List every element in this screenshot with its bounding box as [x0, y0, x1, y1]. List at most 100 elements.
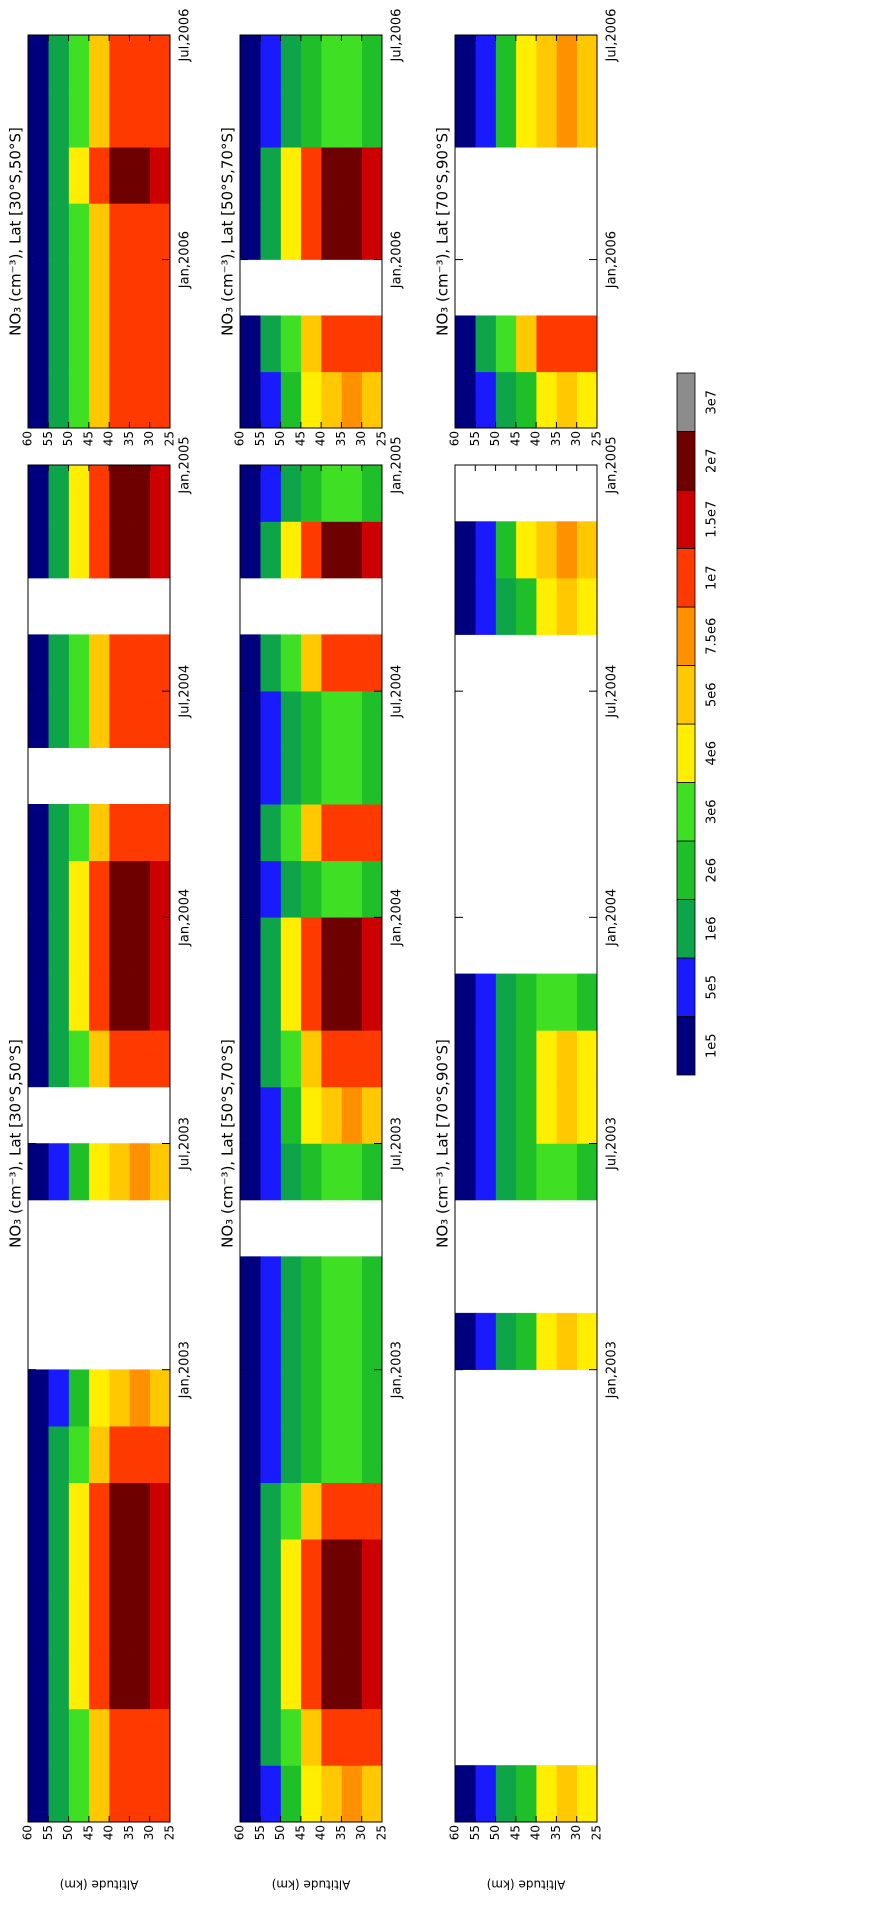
- contour-cell: [515, 1765, 537, 1823]
- contour-cell: [27, 634, 49, 692]
- contour-cell: [576, 371, 598, 429]
- colorbar-box: [676, 957, 696, 1017]
- contour-cell: [149, 34, 171, 92]
- contour-cell: [129, 1652, 150, 1710]
- contour-cell: [88, 634, 110, 692]
- contour-cell: [341, 203, 362, 260]
- contour-cell: [280, 1312, 302, 1370]
- contour-cell: [454, 577, 476, 635]
- contour-cell: [535, 1765, 557, 1823]
- contour-cell: [260, 90, 281, 148]
- contour-cell: [341, 634, 362, 692]
- contour-cell: [535, 1030, 557, 1088]
- contour-cell: [239, 1539, 261, 1597]
- contour-cell: [300, 973, 322, 1031]
- contour-cell: [280, 147, 302, 204]
- contour-cell: [361, 1369, 383, 1427]
- y-tick-label: 25: [590, 1825, 604, 1840]
- x-tick-label: Jan,2003: [605, 1341, 620, 1399]
- contour-cell: [535, 1086, 557, 1144]
- contour-cell: [300, 1539, 322, 1597]
- contour-cell: [320, 315, 342, 373]
- contour-cell: [129, 203, 150, 260]
- contour-cell: [300, 1708, 322, 1766]
- contour-cell: [48, 1482, 69, 1540]
- x-tick-label: Jan,2005: [390, 436, 405, 494]
- contour-cell: [108, 1425, 130, 1483]
- contour-cell: [108, 973, 130, 1031]
- contour-cell: [515, 1143, 537, 1201]
- contour-cell: [300, 634, 322, 692]
- contour-cell: [515, 1312, 537, 1370]
- contour-cell: [88, 315, 110, 373]
- contour-cell: [454, 1143, 476, 1201]
- contour-cell: [280, 747, 302, 805]
- contour-cell: [280, 1369, 302, 1427]
- contour-cell: [88, 90, 110, 148]
- contour-cell: [535, 1143, 557, 1201]
- contour-cell: [48, 1539, 69, 1597]
- contour-cell: [27, 1765, 49, 1823]
- colorbar-box: [676, 723, 696, 783]
- colorbar-box: [676, 899, 696, 959]
- y-tick-label: 45: [508, 431, 522, 446]
- contour-cell: [149, 1539, 171, 1597]
- contour-cell: [300, 690, 322, 748]
- contour-cell: [361, 803, 383, 862]
- contour-cell: [280, 1482, 302, 1540]
- contour-cell: [27, 315, 49, 373]
- contour-cell: [129, 34, 150, 92]
- contour-cell: [280, 1765, 302, 1823]
- rotated-frame: 25 30 35 40 45 50 55 60 Jan,2003 Jul,2003 Jan,2004…: [7, 9, 720, 1892]
- contour-cell: [361, 315, 383, 373]
- contour-cell: [320, 1425, 342, 1483]
- contour-cell: [239, 1312, 261, 1370]
- contour-cell: [239, 147, 261, 204]
- contour-cell: [475, 34, 496, 92]
- y-tick-label: 50: [273, 1825, 287, 1840]
- contour-cell: [108, 315, 130, 373]
- contour-cell: [149, 1595, 171, 1653]
- contour-cell: [280, 1256, 302, 1314]
- contour-cell: [48, 259, 69, 316]
- contour-cell: [129, 521, 150, 579]
- contour-cell: [260, 860, 281, 918]
- contour-cell: [239, 803, 261, 862]
- contour-cell: [535, 577, 557, 635]
- contour-cell: [495, 1086, 517, 1144]
- contour-cell: [454, 973, 476, 1031]
- contour-cell: [68, 34, 90, 92]
- contour-cell: [239, 1652, 261, 1710]
- contour-cell: [68, 1482, 90, 1540]
- y-tick-label: 60: [233, 1825, 247, 1840]
- panel-title: NO₃ (cm⁻³), Lat [50°S,70°S]: [219, 1039, 237, 1248]
- contour-cell: [515, 1030, 537, 1088]
- contour-cell: [535, 34, 557, 92]
- y-tick-label: 60: [233, 431, 247, 446]
- contour-cell: [239, 1425, 261, 1483]
- contour-cell: [68, 1030, 90, 1088]
- contour-cell: [239, 1595, 261, 1653]
- contour-cell: [68, 1539, 90, 1597]
- colorbar-box: [676, 431, 696, 491]
- contour-cell: [68, 860, 90, 918]
- contour-cell: [260, 1765, 281, 1823]
- contour-cell: [280, 1030, 302, 1088]
- colorbar-box: [676, 372, 696, 432]
- contour-cell: [48, 1708, 69, 1766]
- contour-cell: [320, 1595, 342, 1653]
- contour-cell: [27, 1030, 49, 1088]
- y-tick-label: 55: [253, 1825, 267, 1840]
- contour-cell: [239, 521, 261, 579]
- contour-cell: [108, 147, 130, 204]
- contour-cell: [239, 1708, 261, 1766]
- contour-cell: [341, 315, 362, 373]
- contour-cell: [149, 1652, 171, 1710]
- contour-cell: [68, 1143, 90, 1201]
- contour-cell: [495, 371, 517, 429]
- contour-cell: [361, 1652, 383, 1710]
- contour-cell: [108, 1539, 130, 1597]
- contour-cell: [475, 90, 496, 148]
- contour-cell: [149, 973, 171, 1031]
- contour-cell: [149, 1425, 171, 1483]
